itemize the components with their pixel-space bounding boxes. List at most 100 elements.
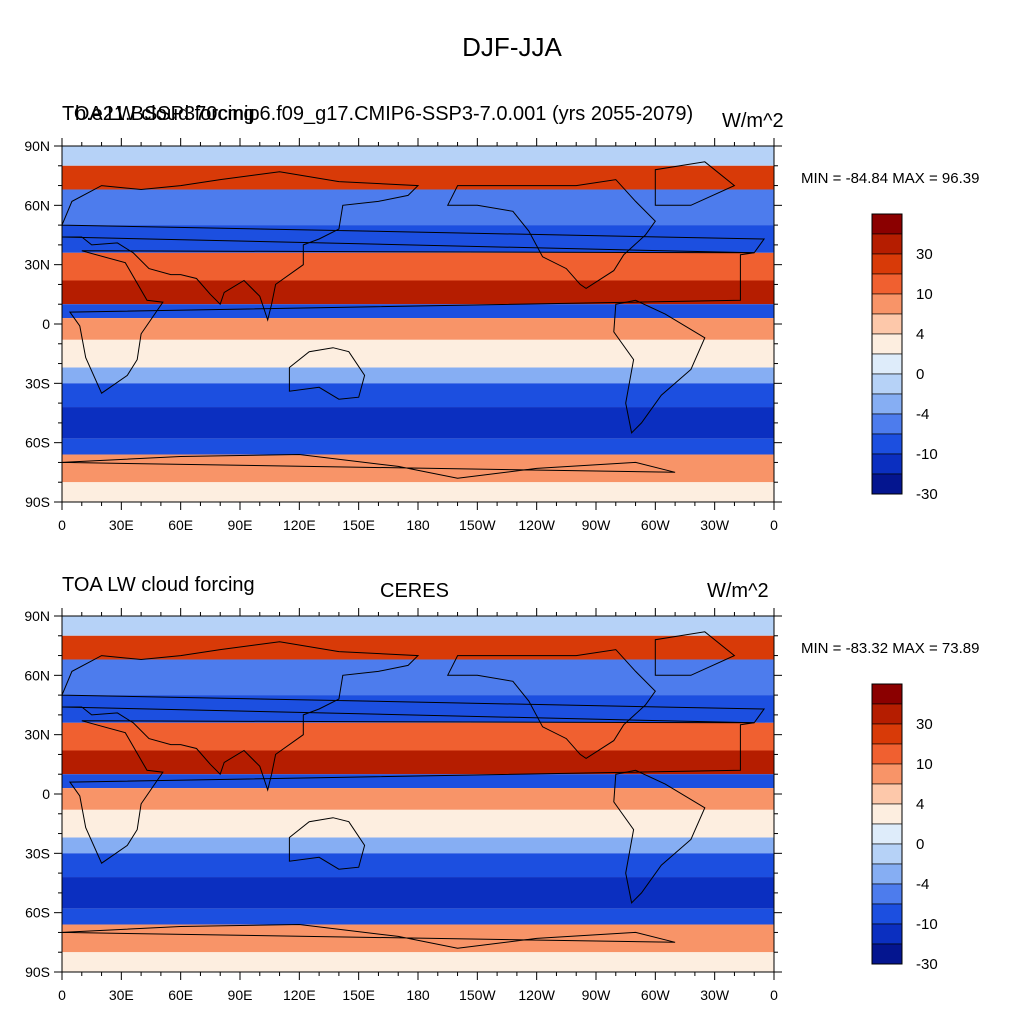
lon-label: 0 xyxy=(770,987,778,1003)
colorbar-segment xyxy=(871,333,903,355)
coastline xyxy=(62,453,676,502)
panel2-case-title: CERES xyxy=(380,580,449,602)
lon-label: 120E xyxy=(283,987,316,1003)
field-band xyxy=(62,616,774,636)
lon-label: 90W xyxy=(582,517,612,533)
coastline xyxy=(446,179,656,289)
field-band xyxy=(62,837,774,854)
colorbar-segment xyxy=(871,943,903,965)
coastlines xyxy=(62,631,766,972)
colorbar-segment xyxy=(871,253,903,275)
field-band xyxy=(62,809,774,838)
colorbar-segment xyxy=(871,783,903,805)
field-band xyxy=(62,339,774,368)
lon-label: 30E xyxy=(109,987,134,1003)
colorbar-label: -4 xyxy=(916,876,929,893)
lon-label: 60E xyxy=(168,987,193,1003)
map-panel-1: 90N 60N 30N 0 30S 60S 90S 0 30E 60E 90E 120E 150E 180… xyxy=(24,138,782,533)
colorbar-label: 30 xyxy=(916,716,933,733)
colorbar-segment xyxy=(871,273,903,295)
coastline xyxy=(613,299,706,434)
lon-label: 90W xyxy=(582,987,612,1003)
field-band xyxy=(62,225,774,253)
panel2-variable-title: TOA LW cloud forcing xyxy=(62,574,255,596)
panel2-min-max: MIN = -83.32 MAX = 73.89 xyxy=(801,640,980,657)
field-band xyxy=(62,304,774,319)
lon-label: 150E xyxy=(342,987,375,1003)
lat-label: 60N xyxy=(24,197,50,213)
lon-label: 120W xyxy=(518,987,555,1003)
coastline xyxy=(62,171,766,322)
panel1-min-max: MIN = -84.84 MAX = 96.39 xyxy=(801,170,980,187)
colorbar-segment xyxy=(871,803,903,825)
colorbar-segment xyxy=(871,883,903,905)
lon-label: 90E xyxy=(228,987,253,1003)
colorbar-segment xyxy=(871,923,903,945)
colorbar-frame xyxy=(871,213,903,495)
colorbar-label: -4 xyxy=(916,406,929,423)
colorbar-segment xyxy=(871,903,903,925)
panel1-variable-title: TOA LW cloud forcing xyxy=(62,103,255,125)
lat-label: 90S xyxy=(25,494,50,510)
lat-label: 90N xyxy=(24,608,50,624)
colorbar-segment xyxy=(871,293,903,315)
coastline xyxy=(288,347,366,400)
lat-label: 60S xyxy=(25,905,50,921)
coastline xyxy=(654,161,736,206)
field-band xyxy=(62,853,774,878)
colorbar-segment xyxy=(871,213,903,235)
coastline xyxy=(446,649,656,759)
field-band xyxy=(62,750,774,775)
field-band xyxy=(62,280,774,305)
colorbar-segment xyxy=(871,703,903,725)
colorbar-segment xyxy=(871,723,903,745)
field-band xyxy=(62,438,774,455)
colorbar-segment xyxy=(871,413,903,435)
coastline xyxy=(68,250,755,394)
field-band xyxy=(62,774,774,789)
field-band xyxy=(62,367,774,384)
colorbar-segment xyxy=(871,353,903,375)
field-band xyxy=(62,252,774,281)
lon-label: 180 xyxy=(406,517,430,533)
map-panel-2: 90N 60N 30N 0 30S 60S 90S 0 30E 60E 90E 120E 150E 180… xyxy=(24,608,782,1003)
coastlines xyxy=(62,161,766,502)
colorbar-segment xyxy=(871,683,903,705)
colorbar-label: -10 xyxy=(916,446,938,463)
colorbar-label: 10 xyxy=(916,286,933,303)
field-band xyxy=(62,383,774,408)
colorbar-segment xyxy=(871,393,903,415)
field-band xyxy=(62,952,774,972)
field-band xyxy=(62,908,774,925)
lon-label: 60W xyxy=(641,987,671,1003)
coastline xyxy=(654,631,736,676)
lat-label: 30S xyxy=(25,845,50,861)
coastline xyxy=(62,923,676,972)
colorbar-1: 30 10 4 0 -4 -10 -30 xyxy=(871,213,938,503)
figure-title: DJF-JJA xyxy=(462,32,562,62)
field-band xyxy=(62,695,774,723)
field-band xyxy=(62,189,774,226)
field-band xyxy=(62,635,774,660)
colorbar-label: -30 xyxy=(916,956,938,973)
colorbar-segment xyxy=(871,843,903,865)
colorbar-label: 4 xyxy=(916,326,924,343)
colorbar-label: 4 xyxy=(916,796,924,813)
lon-label: 120W xyxy=(518,517,555,533)
colorbar-segment xyxy=(871,433,903,455)
coastline xyxy=(62,641,766,792)
colorbar-segment xyxy=(871,743,903,765)
lon-label: 120E xyxy=(283,517,316,533)
colorbar-2: 30 10 4 0 -4 -10 -30 xyxy=(871,683,938,973)
lon-label: 150E xyxy=(342,517,375,533)
lon-label: 150W xyxy=(459,987,496,1003)
lat-label: 0 xyxy=(42,786,50,802)
lat-label: 60N xyxy=(24,667,50,683)
lon-label: 30W xyxy=(700,987,730,1003)
lat-label: 0 xyxy=(42,316,50,332)
colorbar-label: 30 xyxy=(916,246,933,263)
colorbar-segment xyxy=(871,823,903,845)
colorbar-segment xyxy=(871,863,903,885)
field-band xyxy=(62,146,774,166)
